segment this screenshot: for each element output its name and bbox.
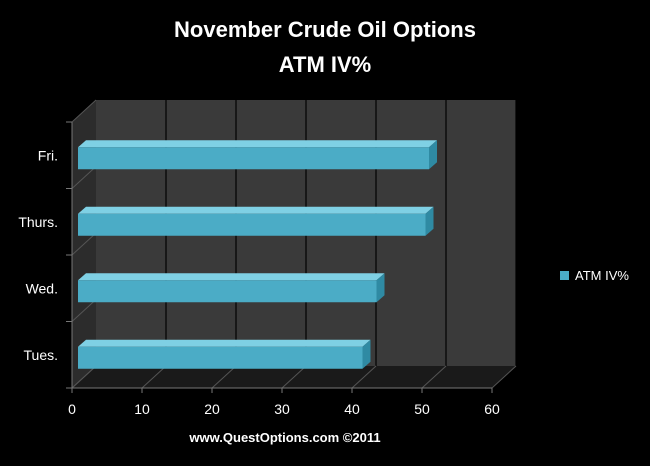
bar-front xyxy=(78,147,429,170)
legend-label: ATM IV% xyxy=(575,268,629,283)
bar-end xyxy=(362,339,371,369)
legend-swatch xyxy=(560,271,569,280)
bar-end xyxy=(425,206,434,236)
category-separator xyxy=(71,166,97,189)
category-label: Tues. xyxy=(24,347,59,363)
axes xyxy=(66,99,493,393)
floor-gridline xyxy=(211,365,237,389)
bar xyxy=(78,339,371,369)
legend: ATM IV% xyxy=(560,268,629,283)
category-separator xyxy=(71,299,97,322)
bars xyxy=(78,140,437,369)
bar-top xyxy=(78,206,434,214)
bar xyxy=(78,140,437,170)
x-tick-label: 10 xyxy=(134,401,150,417)
bar-end xyxy=(376,273,385,303)
x-tick-label: 40 xyxy=(344,401,360,417)
chart-subtitle: ATM IV% xyxy=(279,52,371,77)
bar xyxy=(78,273,385,303)
bar xyxy=(78,206,434,236)
floor-gridline xyxy=(281,365,307,389)
category-label: Fri. xyxy=(38,147,58,163)
x-tick-label: 0 xyxy=(68,401,76,417)
x-tick-label: 60 xyxy=(484,401,500,417)
x-tick-label: 20 xyxy=(204,401,220,417)
category-labels: Tues. Wed. Thurs. Fri. xyxy=(18,147,58,363)
floor-gridline xyxy=(351,365,377,389)
category-separator xyxy=(71,232,97,256)
footer-credit: www.QuestOptions.com ©2011 xyxy=(188,430,380,445)
category-label: Thurs. xyxy=(18,214,58,230)
bar-front xyxy=(78,213,426,236)
floor-gridline xyxy=(141,365,167,389)
bar-end xyxy=(429,140,437,170)
category-label: Wed. xyxy=(26,280,58,296)
x-tick-label: 30 xyxy=(274,401,290,417)
plot-area: 0 10 20 30 40 50 60 Tues. Wed. Thurs. Fri. xyxy=(18,99,517,417)
chart-title: November Crude Oil Options xyxy=(174,17,476,42)
x-tick-labels: 0 10 20 30 40 50 60 xyxy=(68,401,500,417)
bar-front xyxy=(78,346,363,369)
bar-top xyxy=(78,273,385,281)
x-tick-label: 50 xyxy=(414,401,430,417)
bar-top xyxy=(78,339,371,347)
bar-front xyxy=(78,280,377,303)
category-separator xyxy=(71,365,97,389)
floor-gridline xyxy=(491,365,517,389)
category-separator xyxy=(71,99,97,123)
floor-gridline xyxy=(421,365,447,389)
bar-top xyxy=(78,140,437,148)
